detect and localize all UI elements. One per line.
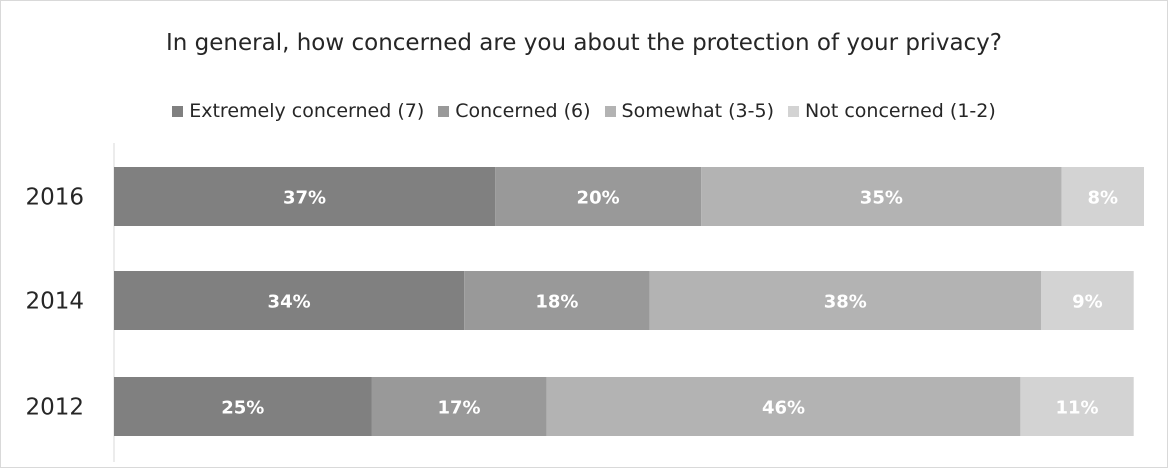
bar-segment-2012-series-1 — [371, 377, 547, 436]
category-label-2014: 2014 — [25, 289, 84, 315]
chart-title: In general, how concerned are you about … — [166, 30, 1002, 56]
category-label-2016: 2016 — [25, 185, 84, 211]
legend-item-somewhat: Somewhat (3-5) — [604, 100, 775, 122]
bar-segment-2012-series-0 — [114, 377, 372, 436]
bar-segment-2016-series-1 — [495, 167, 702, 226]
bar-segment-2014-series-3 — [1041, 271, 1134, 330]
legend-swatch — [788, 105, 800, 117]
bar-segment-2016-series-3 — [1061, 167, 1144, 226]
bar-segment-2012-series-3 — [1020, 377, 1134, 436]
data-label-2014-series-2: 38% — [824, 292, 867, 313]
legend-swatch — [172, 105, 184, 117]
chart-legend: Extremely concerned (7) Concerned (6) So… — [0, 100, 1168, 122]
legend-swatch — [438, 105, 450, 117]
data-label-2012-series-2: 46% — [762, 398, 805, 419]
data-label-2014-series-0: 34% — [268, 292, 311, 313]
legend-label: Somewhat (3-5) — [621, 100, 775, 122]
bar-segment-2014-series-2 — [649, 271, 1041, 330]
data-label-2014-series-1: 18% — [535, 292, 578, 313]
category-label-2012: 2012 — [25, 395, 84, 421]
legend-label: Concerned (6) — [455, 100, 591, 122]
legend-swatch — [604, 105, 616, 117]
legend-item-concerned: Concerned (6) — [438, 100, 591, 122]
legend-label: Extremely concerned (7) — [189, 100, 425, 122]
data-label-2012-series-1: 17% — [438, 398, 481, 419]
legend-item-extremely-concerned: Extremely concerned (7) — [172, 100, 424, 122]
legend-item-not-concerned: Not concerned (1-2) — [788, 100, 996, 122]
bar-segment-2016-series-0 — [114, 167, 496, 226]
bar-segment-2014-series-0 — [114, 271, 465, 330]
bar-segment-2012-series-2 — [546, 377, 1021, 436]
legend-label: Not concerned (1-2) — [805, 100, 996, 122]
data-label-2016-series-1: 20% — [577, 188, 620, 209]
data-label-2016-series-2: 35% — [860, 188, 903, 209]
bar-segment-2014-series-1 — [464, 271, 650, 330]
data-label-2014-series-3: 9% — [1072, 292, 1103, 313]
data-label-2016-series-3: 8% — [1088, 188, 1119, 209]
bar-segment-2016-series-2 — [701, 167, 1062, 226]
data-label-2016-series-0: 37% — [283, 188, 326, 209]
data-label-2012-series-3: 11% — [1056, 398, 1099, 419]
data-label-2012-series-0: 25% — [221, 398, 264, 419]
